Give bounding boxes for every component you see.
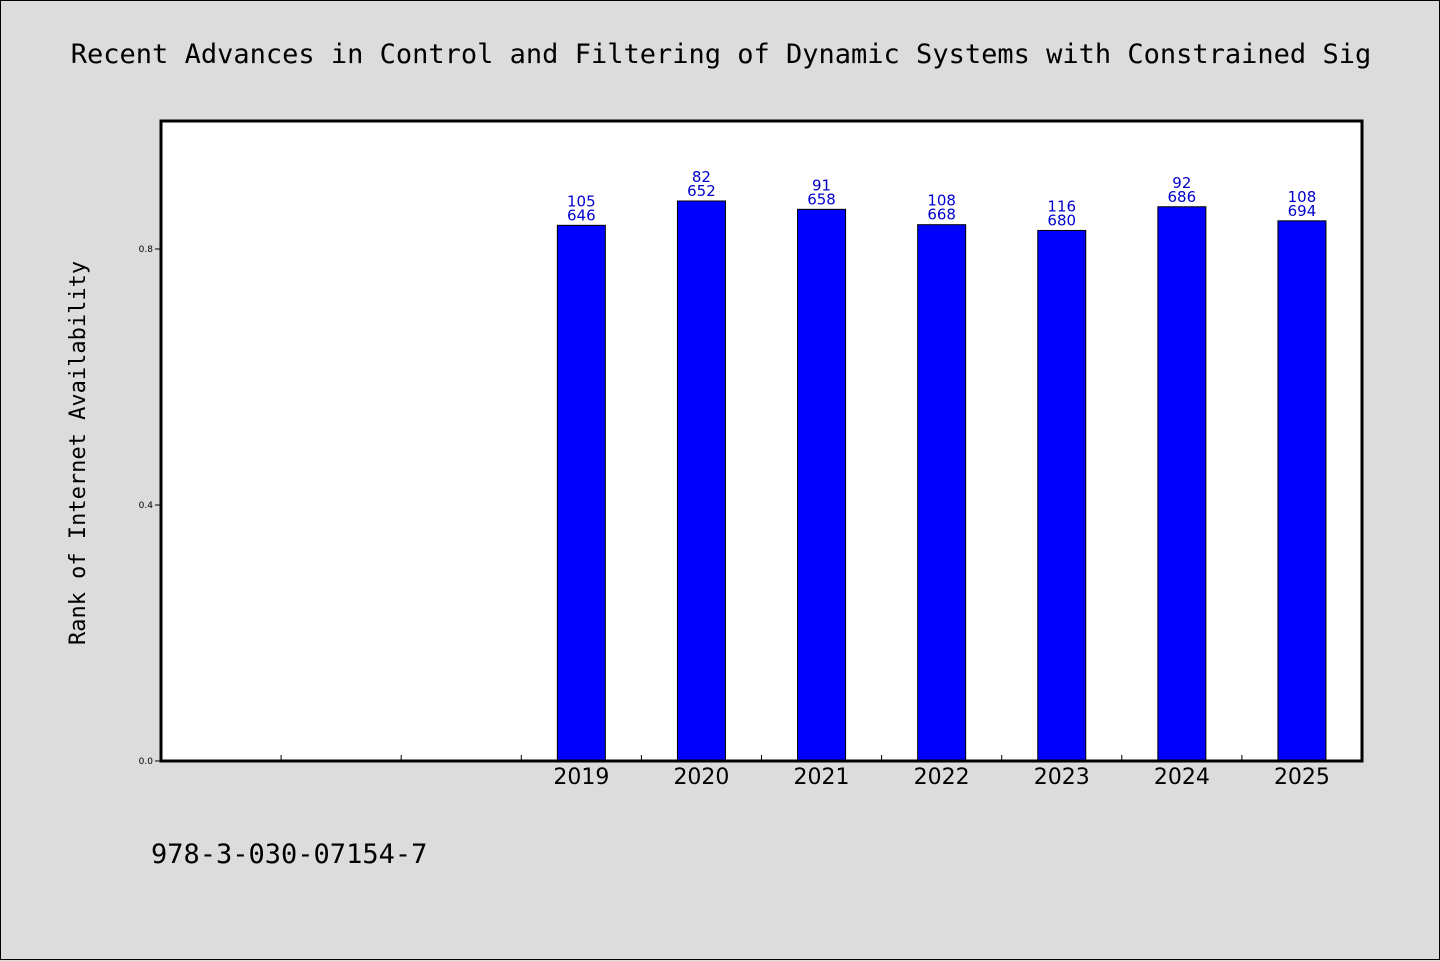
y-tick-label: 0.4	[139, 501, 154, 511]
bar-label-bottom: 686	[1168, 188, 1197, 206]
bar-2022	[917, 224, 967, 762]
y-axis-label: Rank of Internet Availability	[66, 261, 91, 645]
bar-label-top: 105	[567, 192, 596, 210]
bar-label-bottom: 694	[1288, 202, 1317, 220]
x-tick-label: 2024	[1154, 765, 1210, 790]
bar-label-top: 108	[927, 192, 956, 210]
x-tick-label: 2019	[553, 765, 609, 790]
axes-layer: 0.0 0.4 0.8 2019 2020 2021 2022 2023 2024 2025	[139, 245, 1330, 790]
bar-label-top: 91	[812, 176, 831, 194]
isbn-text: 978-3-030-07154-7	[151, 839, 427, 870]
bar-label-top: 82	[692, 168, 711, 186]
x-tick-label: 2023	[1034, 765, 1090, 790]
bar-label-bottom: 658	[807, 190, 836, 208]
chart-title: Recent Advances in Control and Filtering…	[71, 39, 1371, 70]
x-tick-label: 2021	[794, 765, 850, 790]
y-tick-label: 0.0	[139, 757, 154, 767]
bar-label-bottom: 668	[927, 206, 956, 224]
bar-label-top: 116	[1047, 197, 1076, 215]
bar-label-bottom: 680	[1047, 211, 1076, 229]
plot-border	[159, 119, 1364, 763]
x-tick-label: 2025	[1274, 765, 1330, 790]
bar-2021	[797, 208, 847, 762]
bar-2019	[556, 224, 606, 762]
bar-label-top: 92	[1172, 174, 1191, 192]
bar-2023	[1037, 229, 1087, 762]
bar-2025	[1277, 220, 1327, 762]
bar-label-bottom: 646	[567, 206, 596, 224]
bar-label-top: 108	[1288, 188, 1317, 206]
bar-2020	[676, 200, 726, 762]
x-tick-label: 2022	[914, 765, 970, 790]
bar-2024	[1157, 206, 1207, 762]
bar-label-bottom: 652	[687, 182, 716, 200]
y-tick-label: 0.8	[139, 245, 154, 255]
x-tick-label: 2020	[673, 765, 729, 790]
